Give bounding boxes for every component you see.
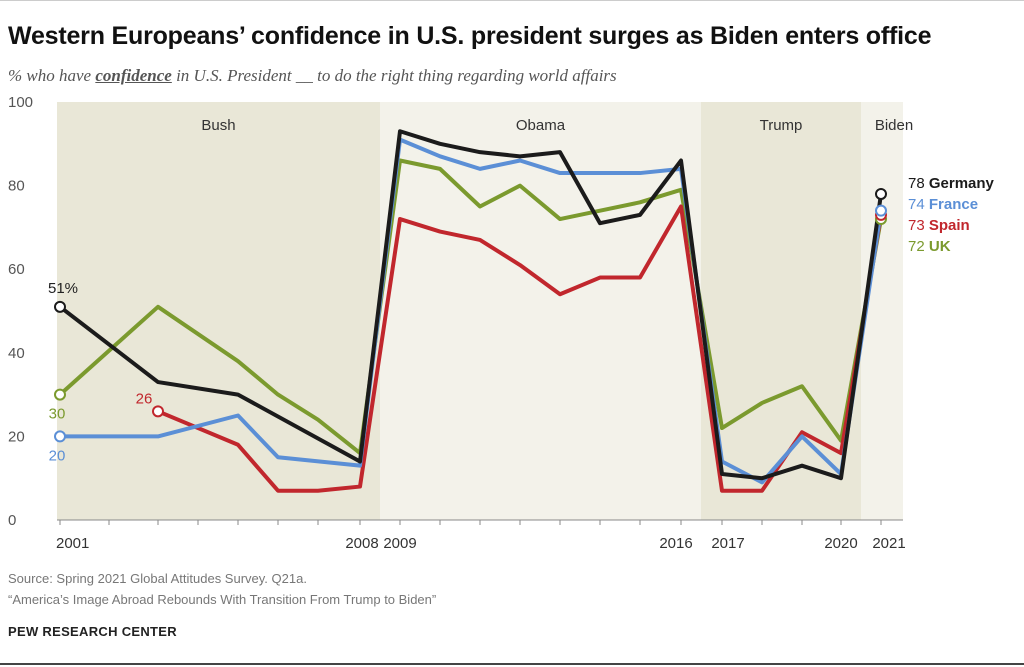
era-label-bush: Bush	[201, 117, 235, 134]
era-label-biden: Biden	[875, 117, 913, 134]
top-rule	[0, 0, 1024, 1]
x-tick-label-2009: 2009	[383, 535, 416, 552]
y-tick-label-100: 100	[8, 94, 33, 111]
era-label-trump: Trump	[760, 117, 803, 134]
start-point-france	[54, 430, 66, 443]
era-band-bush	[57, 102, 380, 520]
x-tick-label-2001: 2001	[56, 535, 89, 552]
start-label-germany: 51%	[48, 280, 78, 297]
start-point-uk	[54, 388, 66, 401]
y-tick-label-60: 60	[8, 261, 25, 278]
subtitle-suffix: in U.S. President __ to do the right thi…	[171, 66, 617, 85]
x-tick-label-2008: 2008	[345, 535, 378, 552]
start-label-france: 20	[49, 447, 66, 464]
series-line-uk	[58, 158, 883, 456]
end-label-value: 72	[908, 238, 929, 255]
end-label-spain: 73 Spain	[908, 217, 970, 234]
end-label-uk: 72 UK	[908, 238, 951, 255]
era-band-trump	[701, 102, 861, 520]
source-note: Source: Spring 2021 Global Attitudes Sur…	[8, 571, 307, 586]
y-tick-label-0: 0	[8, 512, 16, 529]
end-label-value: 74	[908, 196, 929, 213]
start-point-spain	[152, 405, 164, 418]
x-tick-label-2016: 2016	[659, 535, 692, 552]
end-point-germany	[875, 187, 887, 200]
subtitle-prefix: % who have	[8, 66, 96, 85]
bottom-rule	[0, 663, 1024, 665]
x-tick-label-2020: 2020	[824, 535, 857, 552]
line-chart: Bush Obama Trump Biden 0 20 40 60 80 100 2001 2008 2…	[8, 94, 995, 552]
start-label-uk: 30	[49, 406, 66, 423]
end-label-name: UK	[929, 238, 951, 255]
y-tick-label-80: 80	[8, 178, 25, 195]
end-label-name: Germany	[929, 175, 995, 192]
chart-title: Western Europeans’ confidence in U.S. pr…	[8, 22, 932, 50]
brand-logo-text: PEW RESEARCH CENTER	[8, 624, 177, 639]
start-label-spain: 26	[136, 390, 153, 407]
end-label-france: 74 France	[908, 196, 978, 213]
end-label-name: France	[929, 196, 978, 213]
era-label-obama: Obama	[516, 117, 566, 134]
era-band-biden	[861, 102, 903, 520]
x-tick-label-2021: 2021	[872, 535, 905, 552]
series-line-germany	[58, 129, 883, 481]
end-point-france	[875, 204, 887, 217]
end-label-value: 78	[908, 175, 929, 192]
end-label-name: Spain	[929, 217, 970, 234]
report-title-note: “America’s Image Abroad Rebounds With Tr…	[8, 592, 437, 607]
y-tick-label-40: 40	[8, 345, 25, 362]
chart-subtitle: % who have confidence in U.S. President …	[8, 66, 617, 86]
series-line-spain	[156, 204, 883, 493]
y-tick-label-20: 20	[8, 428, 25, 445]
end-label-value: 73	[908, 217, 929, 234]
x-tick-label-2017: 2017	[711, 535, 744, 552]
subtitle-emphasis: confidence	[95, 66, 172, 85]
end-label-germany: 78 Germany	[908, 175, 995, 192]
start-point-germany	[54, 300, 66, 313]
